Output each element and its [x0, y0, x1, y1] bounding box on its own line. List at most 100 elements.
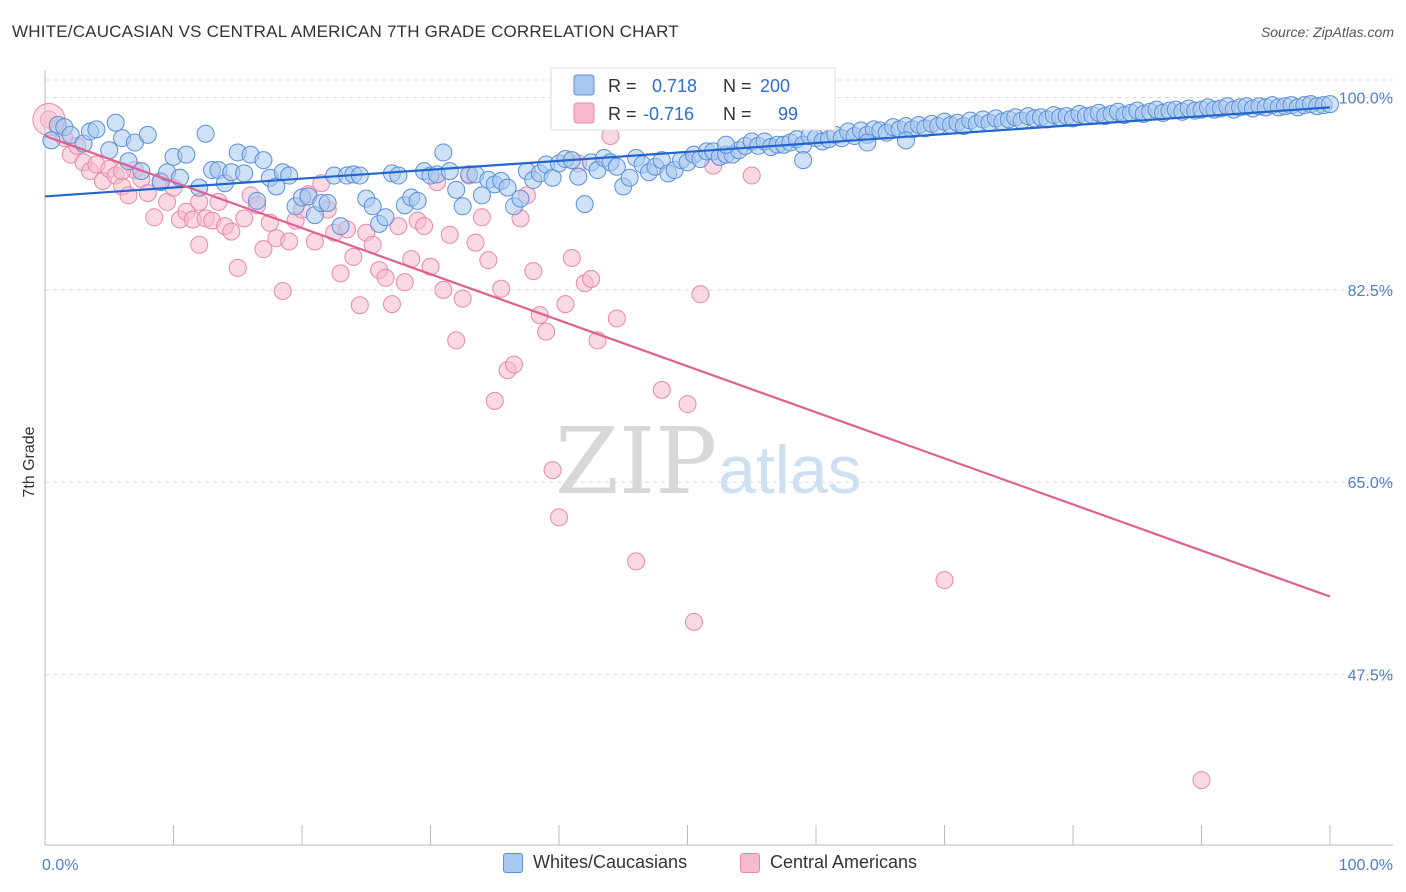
central-americans-point: [742, 166, 761, 185]
y-tick-label: 65.0%: [1348, 475, 1393, 492]
whites-point: [177, 145, 196, 164]
whites-point: [280, 166, 299, 185]
central-americans-point: [395, 273, 414, 292]
central-americans-point: [434, 280, 453, 299]
central-americans-point: [254, 240, 273, 259]
whites-point: [106, 113, 125, 132]
central-americans-point: [389, 217, 408, 236]
bottom-legend: Whites/Caucasians Central Americans: [0, 852, 1406, 878]
whites-point: [248, 191, 267, 210]
legend-label-whites: Whites/Caucasians: [533, 852, 688, 872]
legend-r-value-1: 0.718: [652, 76, 697, 96]
whites-point: [1321, 95, 1339, 114]
central-americans-point: [415, 217, 434, 236]
central-americans-point: [453, 289, 472, 308]
legend-item-central: Central Americans: [740, 852, 917, 873]
whites-point: [607, 157, 626, 176]
whites-point: [434, 143, 453, 162]
whites-point: [318, 194, 337, 213]
whites-point: [376, 208, 395, 227]
axes-layer: [44, 70, 1393, 846]
central-americans-point: [524, 262, 543, 281]
legend-swatch-central: [740, 852, 760, 873]
whites-point: [498, 178, 517, 197]
central-americans-point: [485, 391, 504, 410]
central-americans-point: [447, 331, 466, 350]
whites-point: [389, 166, 408, 185]
central-americans-point: [440, 225, 459, 244]
central-americans-point: [556, 295, 575, 314]
y-tick-label: 100.0%: [1339, 90, 1393, 107]
x-tick-label-max: 100.0%: [1339, 857, 1393, 874]
watermark-atlas: atlas: [718, 432, 862, 508]
legend-swatch-blue: [573, 74, 595, 96]
legend-swatch-whites: [503, 852, 523, 873]
central-americans-point: [344, 247, 363, 266]
whites-point: [620, 168, 639, 187]
tick-labels: 100.0% 82.5% 65.0% 47.5% 0.0% 100.0%: [42, 90, 1393, 874]
whites-point: [254, 151, 273, 170]
whites-point: [896, 131, 915, 150]
legend-item-whites: Whites/Caucasians: [503, 852, 687, 873]
whites-point: [447, 180, 466, 199]
whites-point: [569, 167, 588, 186]
central-americans-point: [684, 612, 703, 631]
whites-point: [453, 197, 472, 216]
watermark-zip: ZIP: [555, 408, 717, 515]
legend-n-value-1: 200: [760, 76, 790, 96]
central-americans-point: [145, 208, 164, 227]
legend-n-label-1: N =: [723, 76, 752, 96]
y-tick-label: 47.5%: [1348, 668, 1393, 685]
legend-swatch-pink: [573, 102, 595, 124]
central-americans-point: [505, 355, 524, 374]
whites-point: [858, 133, 877, 152]
central-americans-point: [382, 295, 401, 314]
central-americans-point: [550, 508, 568, 527]
whites-point: [472, 186, 491, 205]
whites-point: [61, 125, 80, 144]
stats-legend: R = 0.718 N = 200 R = -0.716 N = 99: [550, 67, 836, 131]
central-americans-point: [472, 208, 491, 227]
whites-trend-line: [44, 106, 1331, 198]
central-americans-point: [652, 380, 671, 399]
central-americans-point: [582, 269, 601, 288]
whites-point: [408, 191, 427, 210]
chart-title: WHITE/CAUCASIAN VS CENTRAL AMERICAN 7TH …: [12, 22, 679, 41]
central-americans-point: [190, 235, 209, 254]
y-tick-label: 82.5%: [1348, 283, 1393, 300]
central-americans-point: [627, 552, 646, 571]
central-americans-point: [607, 309, 626, 328]
central-americans-point: [1192, 771, 1211, 790]
whites-point: [331, 217, 350, 236]
whites-point: [363, 197, 382, 216]
whites-point: [511, 189, 530, 208]
source-credit: Source: ZipAtlas.com: [1260, 24, 1394, 40]
legend-label-central: Central Americans: [770, 852, 918, 872]
central-americans-point: [562, 248, 581, 267]
central-americans-point: [376, 268, 395, 287]
central-americans-point: [331, 264, 350, 283]
central-americans-point: [222, 222, 241, 241]
stats-legend-box: [550, 67, 836, 131]
central-americans-point: [350, 296, 369, 315]
legend-r-label-2: R =: [608, 104, 637, 124]
central-americans-point: [543, 461, 562, 480]
legend-n-value-2: 99: [778, 104, 798, 124]
trend-lines: [44, 106, 1331, 598]
central-americans-point: [678, 395, 697, 414]
central-americans-point: [273, 281, 292, 300]
central-americans-point: [691, 285, 710, 304]
whites-point: [87, 120, 106, 139]
central-americans-point: [280, 232, 299, 251]
whites-point: [794, 151, 813, 170]
central-americans-point: [466, 233, 485, 252]
central-americans-point: [537, 322, 556, 341]
whites-point: [138, 125, 157, 144]
whites-point: [235, 164, 254, 183]
central-americans-trend-line: [44, 134, 1331, 598]
whites-point: [440, 162, 459, 181]
legend-r-label-1: R =: [608, 76, 637, 96]
legend-r-value-2: -0.716: [643, 104, 694, 124]
y-axis-label: 7th Grade: [21, 426, 38, 497]
